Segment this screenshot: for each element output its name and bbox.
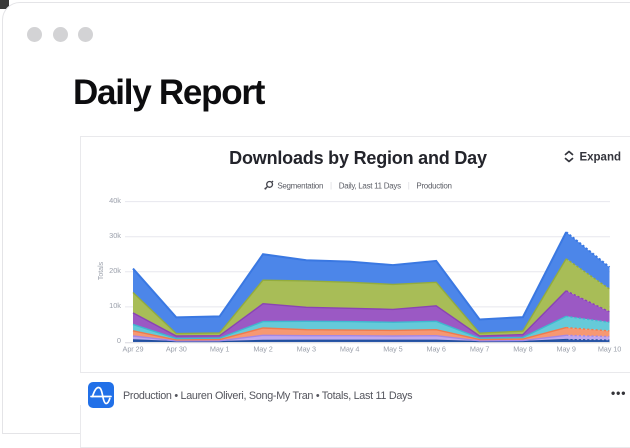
svg-text:10k: 10k — [109, 301, 121, 310]
svg-text:May 3: May 3 — [297, 345, 316, 354]
svg-text:Totals: Totals — [98, 261, 105, 280]
svg-text:May 10: May 10 — [598, 345, 621, 354]
svg-text:Apr 30: Apr 30 — [166, 345, 187, 354]
svg-text:May 8: May 8 — [513, 345, 532, 354]
svg-text:May 5: May 5 — [383, 345, 402, 354]
svg-text:Apr 29: Apr 29 — [123, 345, 144, 354]
svg-text:May 1: May 1 — [210, 345, 229, 354]
svg-text:May 9: May 9 — [557, 345, 576, 354]
svg-text:May 4: May 4 — [340, 345, 359, 354]
svg-text:May 7: May 7 — [470, 345, 489, 354]
svg-text:0: 0 — [117, 336, 121, 345]
svg-text:20k: 20k — [109, 266, 121, 275]
svg-text:40k: 40k — [109, 196, 121, 205]
svg-text:May 2: May 2 — [253, 345, 272, 354]
svg-text:30k: 30k — [109, 231, 121, 240]
svg-text:May 6: May 6 — [427, 345, 446, 354]
